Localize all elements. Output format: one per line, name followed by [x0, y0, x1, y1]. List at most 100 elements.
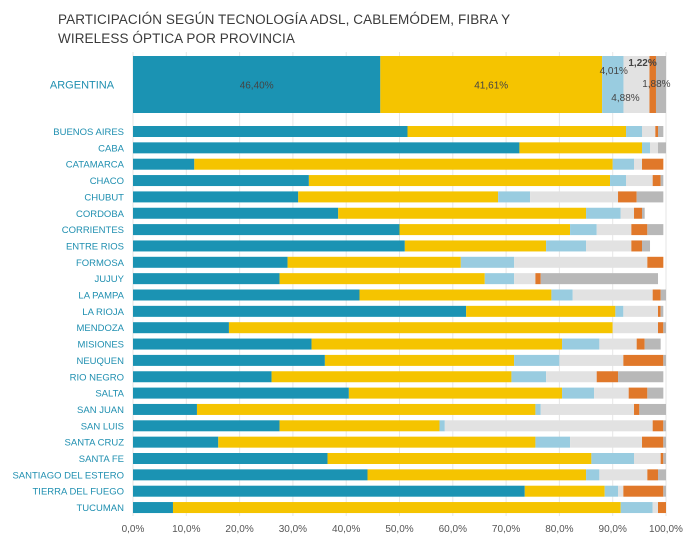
- bar-segment-otros: [658, 305, 661, 317]
- category-label: MISIONES: [78, 340, 124, 351]
- bar-segment-fibra: [612, 158, 635, 170]
- bar-segment-cable: [228, 322, 613, 334]
- bar-segment-adsl: [133, 289, 360, 301]
- bar-segment-cable: [524, 485, 605, 497]
- bar-segment-cable: [311, 338, 563, 350]
- national-category-label: ARGENTINA: [50, 80, 115, 92]
- national-bar-wireless: [623, 56, 650, 113]
- bar-segment-adsl: [133, 502, 173, 514]
- category-label: RIO NEGRO: [70, 372, 124, 383]
- bar-segment-fibra: [546, 240, 587, 252]
- bar-segment-otros: [618, 191, 637, 203]
- x-tick-label: 100,0%: [649, 524, 683, 535]
- bar-segment-fibra: [586, 207, 621, 219]
- bar-segment-adsl: [133, 273, 280, 285]
- bar-segment-adsl: [133, 338, 312, 350]
- bar-segment-adsl: [133, 126, 408, 137]
- category-label: CHACO: [90, 176, 124, 187]
- bar-segment-otros: [636, 338, 645, 350]
- bar-segment-adsl: [133, 207, 339, 219]
- bar-segment-otros: [660, 453, 664, 464]
- bar-segment-adsl: [133, 485, 525, 497]
- bar-segment-wireless: [642, 126, 656, 137]
- bar-segment-cable: [279, 420, 440, 432]
- bar-segment-adsl: [133, 387, 349, 399]
- national-bar-adsl: [133, 56, 381, 113]
- bar-segment-wireless: [599, 469, 648, 481]
- x-tick-label: 80,0%: [545, 524, 573, 535]
- bar-segment-otros: [631, 240, 643, 252]
- category-label: SALTA: [95, 389, 124, 400]
- bar-segment-adsl: [133, 224, 400, 236]
- bar-segment-cable: [308, 175, 611, 187]
- category-label: LA RIOJA: [82, 307, 124, 318]
- bar-segment-cable: [407, 126, 627, 137]
- bar-segment-cable: [194, 158, 613, 170]
- bar-segment-resto: [647, 224, 664, 236]
- category-label: ENTRE RIOS: [66, 241, 124, 252]
- bar-segment-resto: [663, 354, 666, 366]
- bar-segment-fibra: [535, 403, 541, 415]
- category-label: SANTA FE: [79, 454, 124, 465]
- category-label: CORRIENTES: [62, 225, 124, 236]
- national-bar-resto: [655, 56, 666, 113]
- bar-segment-otros: [535, 273, 541, 285]
- bar-segment-resto: [663, 420, 666, 432]
- bar-segment-wireless: [559, 354, 624, 366]
- x-tick-label: 40,0%: [332, 524, 360, 535]
- bar-segment-wireless: [530, 191, 619, 203]
- bar-segment-wireless: [634, 158, 643, 170]
- bar-segment-resto: [660, 175, 664, 187]
- bar-segment-cable: [218, 436, 536, 448]
- bar-segment-fibra: [562, 387, 595, 399]
- bar-segment-cable: [399, 224, 571, 236]
- bar-segment-resto: [663, 436, 666, 448]
- category-label: SAN LUIS: [81, 421, 124, 432]
- bar-segment-resto: [618, 371, 664, 383]
- bar-segment-wireless: [634, 453, 661, 464]
- bar-segment-otros: [652, 175, 661, 187]
- chart-title-line-1: PARTICIPACIÓN SEGÚN TECNOLOGÍA ADSL, CAB…: [58, 12, 511, 27]
- bar-segment-wireless: [546, 371, 597, 383]
- bar-segment-adsl: [133, 403, 197, 415]
- category-label: SANTA CRUZ: [65, 438, 125, 449]
- bar-segment-otros: [655, 126, 659, 137]
- bar-segment-wireless: [618, 485, 624, 497]
- bar-segment-fibra: [514, 354, 560, 366]
- bar-segment-otros: [652, 289, 661, 301]
- category-label: SAN JUAN: [77, 405, 124, 416]
- bar-segment-resto: [644, 338, 661, 350]
- bar-segment-resto: [636, 191, 664, 203]
- bar-segment-cable: [298, 191, 499, 203]
- bar-segment-otros: [652, 420, 664, 432]
- bar-segment-wireless: [623, 305, 659, 317]
- bar-segment-resto: [647, 387, 664, 399]
- bar-segment-resto: [540, 273, 659, 285]
- bar-segment-adsl: [133, 469, 368, 481]
- bar-segment-adsl: [133, 191, 299, 203]
- bar-segment-wireless: [650, 142, 659, 154]
- bar-segment-cable: [348, 387, 563, 399]
- bar-segment-fibra: [604, 485, 619, 497]
- bar-segment-otros: [647, 256, 664, 268]
- bar-segment-resto: [663, 322, 666, 334]
- bar-segment-cable: [196, 403, 536, 415]
- bar-segment-otros: [623, 354, 664, 366]
- category-label: NEUQUEN: [76, 356, 124, 367]
- bar-segment-fibra: [439, 420, 445, 432]
- national-bar-fibra: [602, 56, 624, 113]
- national-value-label-cable: 41,61%: [474, 81, 508, 92]
- bar-segment-wireless: [572, 289, 653, 301]
- bar-segment-wireless: [620, 207, 635, 219]
- bar-segment-fibra: [570, 224, 597, 236]
- bar-segment-wireless: [599, 338, 637, 350]
- bar-segment-cable: [338, 207, 587, 219]
- bar-segment-fibra: [620, 502, 653, 514]
- national-value-label-resto: 1,88%: [642, 79, 670, 90]
- x-tick-label: 30,0%: [279, 524, 307, 535]
- bar-segment-otros: [628, 387, 648, 399]
- bar-segment-fibra: [610, 175, 627, 187]
- bar-segment-wireless: [626, 175, 653, 187]
- category-label: TUCUMAN: [77, 503, 125, 514]
- bar-segment-cable: [287, 256, 461, 268]
